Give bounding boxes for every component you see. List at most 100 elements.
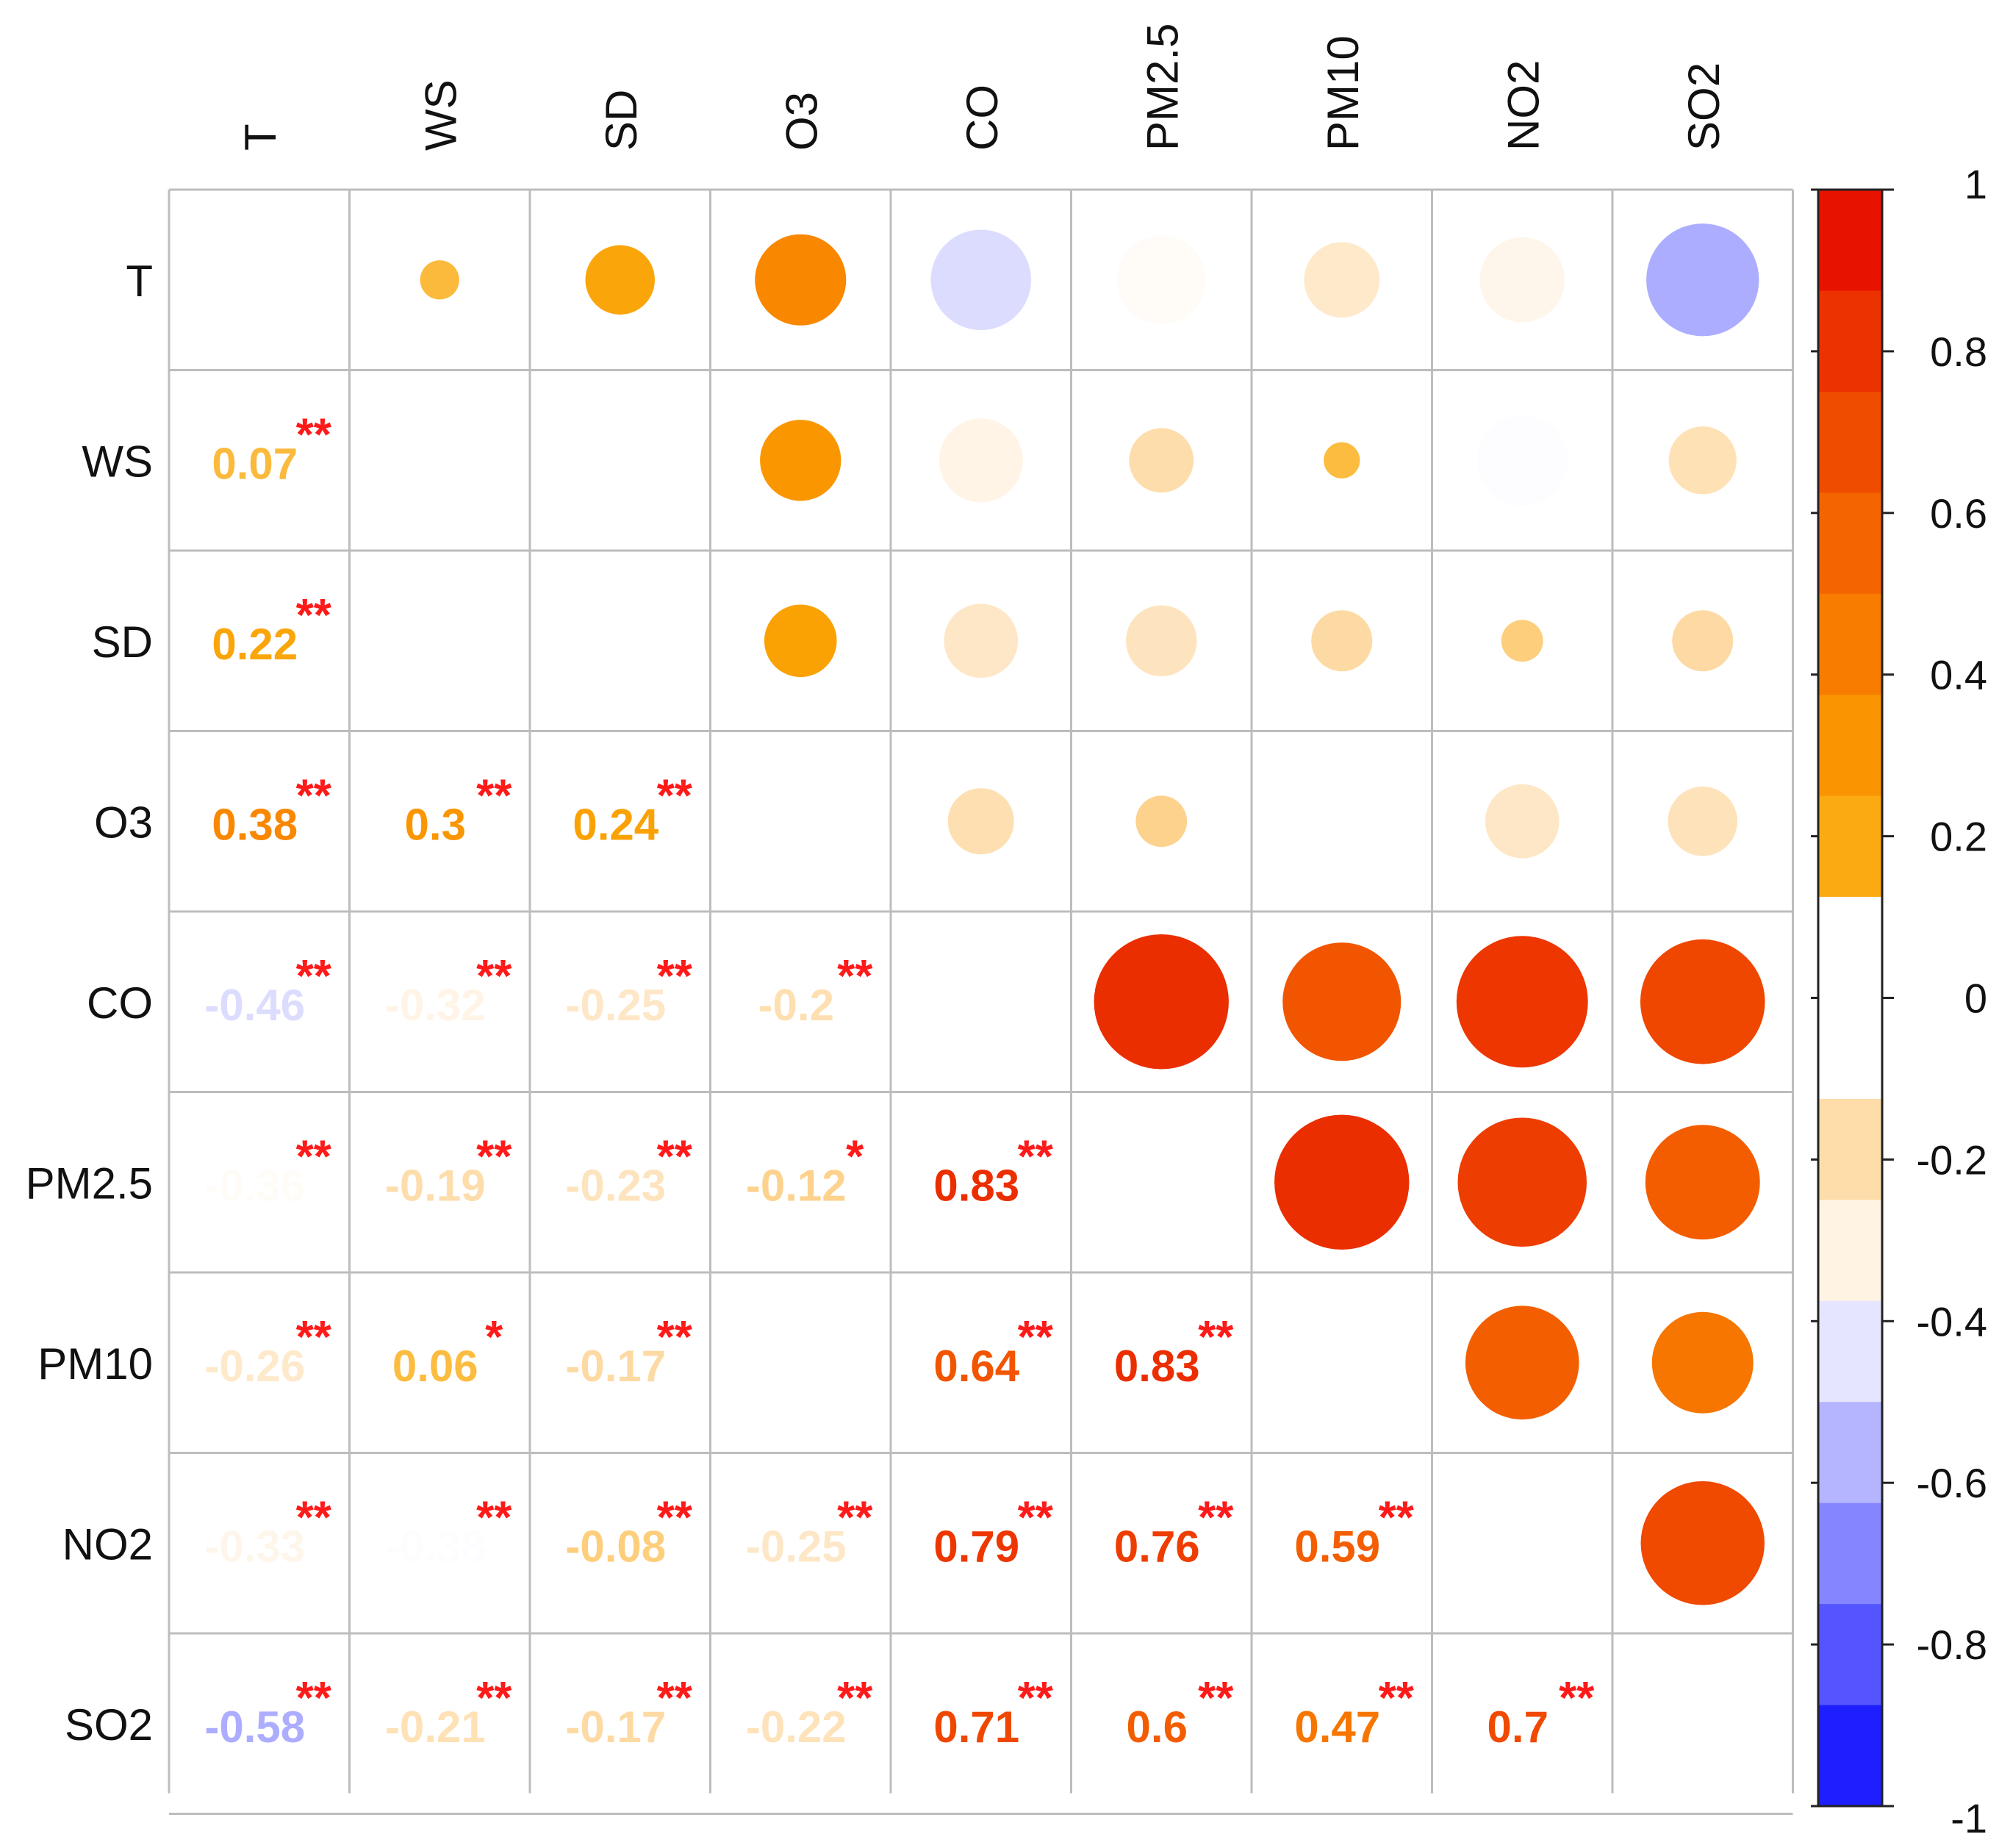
corr-value-NO2-WS: -0.38	[385, 1522, 486, 1571]
corr-circle-SD-PM10	[1311, 610, 1373, 672]
row-label-SO2: SO2	[65, 1700, 153, 1749]
colorbar-tick-label: -1	[1950, 1795, 1987, 1841]
col-label-PM2.5: PM2.5	[1138, 24, 1187, 151]
corr-value-O3-WS: 0.3	[405, 800, 466, 849]
corr-value-NO2-PM2.5: 0.76	[1114, 1522, 1200, 1571]
significance-mark: **	[657, 1312, 693, 1363]
corr-value-PM10-CO: 0.64	[933, 1342, 1019, 1391]
significance-mark: **	[657, 1673, 693, 1724]
significance-mark: **	[1198, 1312, 1234, 1363]
colorbar-bin	[1818, 1300, 1882, 1403]
colorbar-bin	[1818, 695, 1882, 797]
corr-circle-PM10-NO2	[1465, 1306, 1579, 1420]
corr-circle-NO2-SO2	[1640, 1481, 1765, 1605]
significance-mark: **	[296, 1131, 332, 1182]
corr-circle-O3-NO2	[1485, 784, 1560, 859]
corr-value-SO2-WS: -0.21	[385, 1702, 486, 1752]
corr-circle-SD-SO2	[1672, 610, 1734, 672]
corr-circle-T-WS	[420, 260, 459, 300]
colorbar-bin	[1818, 593, 1882, 695]
significance-mark: *	[846, 1131, 864, 1182]
colorbar-tick-label: 0.6	[1930, 490, 1987, 537]
colorbar-bin	[1818, 1098, 1882, 1200]
colorbar-bin	[1818, 897, 1882, 999]
corr-circle-SD-PM2.5	[1125, 605, 1197, 677]
row-label-NO2: NO2	[62, 1519, 153, 1569]
significance-mark: **	[1018, 1492, 1054, 1543]
significance-mark: **	[657, 1131, 693, 1182]
corr-value-SO2-CO: 0.71	[933, 1702, 1019, 1752]
corr-circle-CO-PM2.5	[1094, 934, 1229, 1070]
corr-value-WS-T: 0.07	[212, 439, 298, 488]
corr-circle-T-PM10	[1304, 242, 1380, 318]
colorbar-bin	[1818, 1503, 1882, 1605]
significance-mark: **	[837, 951, 873, 1002]
colorbar-bin	[1818, 493, 1882, 595]
significance-mark: **	[1198, 1673, 1234, 1724]
corr-circle-WS-NO2	[1476, 415, 1568, 506]
corr-circle-T-SO2	[1646, 223, 1759, 337]
corr-circle-WS-CO	[939, 418, 1023, 503]
corr-value-PM2.5-WS: -0.19	[385, 1161, 486, 1210]
significance-mark: **	[476, 1131, 512, 1182]
significance-mark: **	[1018, 1673, 1054, 1724]
corr-value-PM10-WS: 0.06	[392, 1342, 478, 1391]
corr-circle-SD-O3	[764, 604, 837, 678]
colorbar-tick-label: 1	[1964, 161, 1987, 207]
colorbar-bin	[1818, 998, 1882, 1100]
corr-value-PM2.5-O3: -0.12	[746, 1161, 847, 1210]
significance-mark: **	[296, 951, 332, 1002]
colorbar-tick-label: 0.8	[1930, 329, 1987, 375]
colorbar-tick-label: 0	[1964, 975, 1987, 1022]
corr-circle-PM2.5-PM10	[1274, 1114, 1410, 1250]
corr-circle-T-CO	[930, 229, 1032, 331]
row-label-SD: SD	[92, 617, 153, 667]
corr-value-SO2-PM10: 0.47	[1294, 1702, 1380, 1752]
col-label-WS: WS	[416, 79, 465, 151]
colorbar-tick-label: -0.8	[1917, 1622, 1988, 1668]
col-label-O3: O3	[777, 92, 826, 151]
colorbar-bin	[1818, 1402, 1882, 1504]
upper-circles	[420, 223, 1765, 1605]
significance-mark: **	[476, 1673, 512, 1724]
corr-value-PM2.5-SD: -0.23	[565, 1161, 666, 1210]
corr-value-PM10-SD: -0.17	[565, 1342, 666, 1391]
row-label-O3: O3	[94, 798, 153, 847]
corr-circle-T-SD	[585, 245, 655, 315]
significance-mark: **	[296, 770, 332, 821]
significance-mark: **	[296, 409, 332, 460]
corr-circle-PM2.5-NO2	[1457, 1117, 1587, 1247]
corr-value-SD-T: 0.22	[212, 620, 298, 669]
corr-value-SO2-SD: -0.17	[565, 1702, 666, 1752]
corr-circle-O3-SO2	[1668, 787, 1737, 856]
significance-mark: **	[296, 1673, 332, 1724]
corr-value-NO2-SD: -0.08	[565, 1522, 666, 1571]
corr-value-PM2.5-T: -0.36	[204, 1161, 305, 1210]
grid	[168, 188, 1794, 1815]
corr-value-CO-WS: -0.32	[385, 981, 486, 1030]
corr-circle-T-O3	[755, 234, 847, 326]
corr-value-O3-SD: 0.24	[573, 800, 658, 849]
significance-mark: **	[837, 1492, 873, 1543]
col-label-SO2: SO2	[1679, 62, 1729, 151]
significance-mark: **	[476, 1492, 512, 1543]
corr-circle-O3-PM2.5	[1135, 795, 1188, 848]
corr-circle-WS-SO2	[1668, 426, 1737, 495]
corr-value-PM10-PM2.5: 0.83	[1114, 1342, 1200, 1391]
corr-circle-T-NO2	[1479, 237, 1565, 323]
corr-value-CO-T: -0.46	[204, 981, 305, 1030]
corr-circle-CO-PM10	[1282, 942, 1402, 1061]
corr-circle-WS-O3	[760, 420, 841, 501]
corr-value-NO2-PM10: 0.59	[1294, 1522, 1380, 1571]
significance-mark: **	[1018, 1131, 1054, 1182]
significance-mark: **	[1018, 1312, 1054, 1363]
col-label-CO: CO	[958, 85, 1007, 151]
corr-circle-SD-CO	[944, 604, 1019, 678]
colorbar-bin	[1818, 795, 1882, 898]
col-label-T: T	[236, 123, 285, 151]
significance-mark: **	[296, 1312, 332, 1363]
corr-value-PM2.5-CO: 0.83	[933, 1161, 1019, 1210]
significance-mark: **	[657, 770, 693, 821]
row-label-T: T	[126, 257, 153, 306]
